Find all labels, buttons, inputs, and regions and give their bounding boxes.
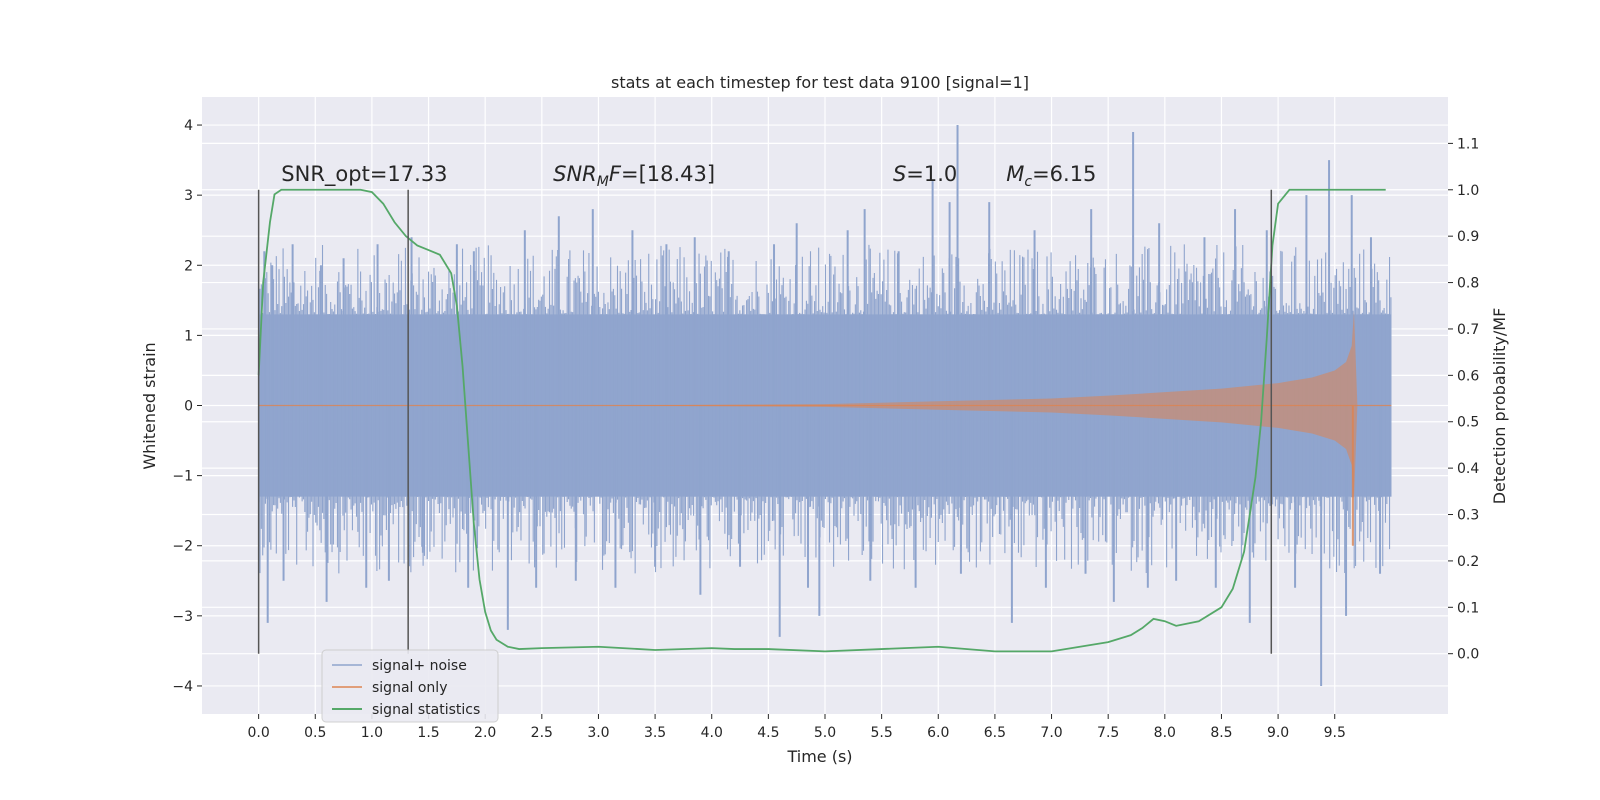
annotation-text: S=1.0 [893,162,957,186]
y-tick-label: −2 [172,539,193,555]
y2-tick-label: 0.5 [1457,415,1479,431]
x-axis-ticks: 0.0 0.5 1.0 1.5 2.0 2.5 3.0 3.5 4.0 4.5 5.0 5.5 6.0 6… [248,714,1346,741]
y-tick-label: −1 [172,469,193,485]
annotation-text: Mc=6.15 [1006,162,1096,190]
y2-tick-label: 0.7 [1457,322,1479,338]
y2-axis-label: Detection probability/MF [1490,308,1509,505]
y2-tick-label: 0.2 [1457,554,1479,570]
annotation-text: SNR_opt=17.33 [281,162,447,187]
x-tick-label: 6.5 [984,725,1006,741]
x-tick-label: 2.5 [531,725,553,741]
x-tick-label: 3.0 [587,725,609,741]
x-tick-label: 0.0 [248,725,270,741]
y2-tick-label: 0.9 [1457,229,1479,245]
legend-label: signal+ noise [372,658,467,674]
annotations: SNR_opt=17.33 SNRMF=[18.43] S=1.0 Mc=6.15 [281,162,1096,190]
x-tick-label: 7.5 [1097,725,1119,741]
signal-statistics-series [257,188,1386,653]
legend-box [321,649,499,723]
x-tick-label: 6.0 [927,725,949,741]
x-tick-label: 8.0 [1154,725,1176,741]
x-tick-label: 0.5 [304,725,326,741]
x-tick-label: 7.0 [1040,725,1062,741]
legend-label: signal only [372,680,447,696]
statistics-line [257,188,1386,653]
y2-tick-label: 0.4 [1457,461,1479,477]
y-tick-label: −3 [172,609,193,625]
y2-tick-label: 1.1 [1457,136,1479,152]
y2-axis-ticks: 0.0 0.1 0.2 0.3 0.4 0.5 0.6 0.7 0.8 0.9 1.0 1.1 [1448,136,1479,663]
x-tick-label: 5.0 [814,725,836,741]
legend-label: signal statistics [372,702,480,718]
y2-tick-label: 1.0 [1457,183,1479,199]
y-tick-label: 0 [184,399,193,415]
x-tick-label: 2.0 [474,725,496,741]
y2-tick-label: 0.0 [1457,647,1479,663]
x-tick-label: 1.5 [417,725,439,741]
x-tick-label: 9.0 [1267,725,1289,741]
y2-tick-label: 0.3 [1457,508,1479,524]
annotation-text: SNRMF=[18.43] [553,162,715,190]
y-tick-label: −4 [172,679,193,695]
y-axis-ticks: −4 −3 −2 −1 0 1 2 3 4 [172,118,202,695]
window-markers [257,189,1273,654]
y-tick-label: 1 [184,328,193,344]
y-tick-label: 4 [184,118,193,134]
x-tick-label: 3.5 [644,725,666,741]
x-tick-label: 4.5 [757,725,779,741]
x-tick-label: 8.5 [1210,725,1232,741]
x-tick-label: 1.0 [361,725,383,741]
y-axis-label: Whitened strain [140,342,159,469]
y2-tick-label: 0.6 [1457,368,1479,384]
x-tick-label: 9.5 [1324,725,1346,741]
x-tick-label: 5.5 [871,725,893,741]
chart-title: stats at each timestep for test data 910… [611,73,1029,92]
y2-tick-label: 0.1 [1457,600,1479,616]
signal-only-series [258,310,1392,546]
x-axis-label: Time (s) [786,747,852,766]
y2-tick-label: 0.8 [1457,276,1479,292]
y-tick-label: 3 [184,188,193,204]
x-tick-label: 4.0 [701,725,723,741]
legend: signal+ noise signal only signal statistic… [321,649,499,723]
y-tick-label: 2 [184,258,193,274]
